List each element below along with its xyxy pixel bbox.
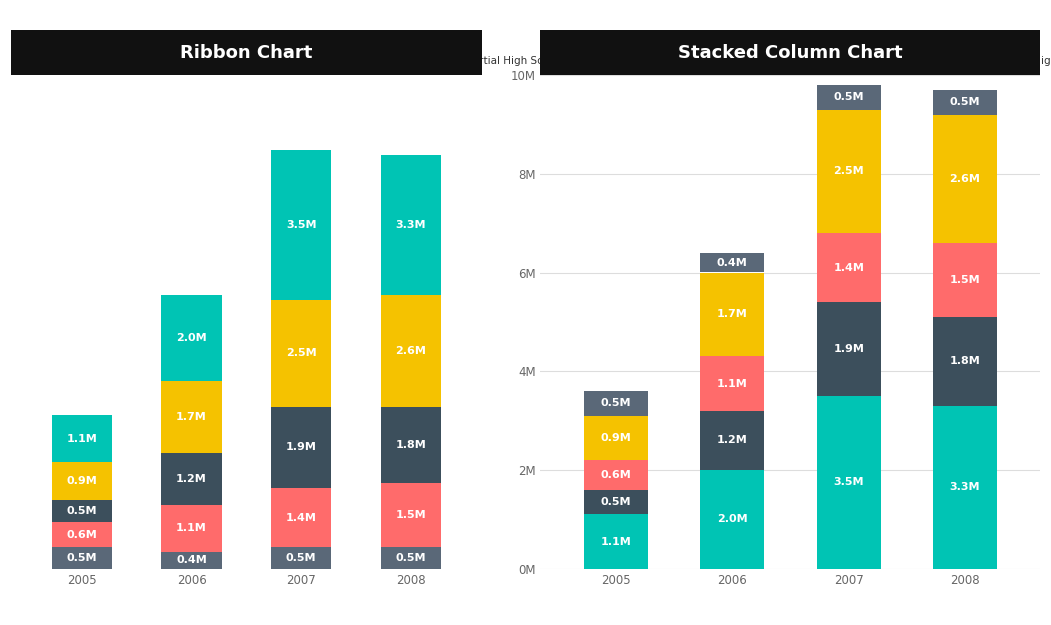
Text: 1.7M: 1.7M (177, 412, 207, 422)
Text: 3.3M: 3.3M (950, 482, 981, 492)
Bar (933, 114, 997, 243)
Text: Stacked Column Chart: Stacked Column Chart (678, 44, 903, 61)
Bar (162, 381, 222, 454)
Text: 0.6M: 0.6M (601, 470, 632, 480)
Bar (51, 462, 112, 501)
Text: 0.9M: 0.9M (66, 476, 97, 486)
Bar (51, 501, 112, 522)
Bar (162, 296, 222, 381)
Legend: EnglishEducation, Bachelors, Graduate Degree, High School, Partial College, Part: EnglishEducation, Bachelors, Graduate De… (11, 52, 570, 70)
Text: 0.5M: 0.5M (395, 553, 426, 563)
Text: 3.5M: 3.5M (286, 220, 316, 230)
Text: 2.0M: 2.0M (177, 333, 207, 343)
Bar (700, 272, 764, 356)
Text: 0.5M: 0.5M (286, 553, 316, 563)
Text: 1.5M: 1.5M (395, 511, 427, 521)
Text: 1.9M: 1.9M (286, 442, 316, 452)
Text: 1.1M: 1.1M (66, 434, 97, 444)
Text: 0.5M: 0.5M (601, 497, 632, 507)
Bar (584, 490, 648, 514)
Text: 2.5M: 2.5M (833, 166, 864, 176)
Bar (817, 233, 881, 302)
Bar (817, 302, 881, 396)
Bar (933, 90, 997, 114)
Text: 1.7M: 1.7M (717, 309, 747, 319)
Bar (380, 296, 441, 406)
Text: 1.9M: 1.9M (833, 344, 864, 354)
Text: 1.8M: 1.8M (949, 356, 981, 366)
Legend: EnglishEducation, Bachelors, Graduate Degree, High School, Partial College, Part: EnglishEducation, Bachelors, Graduate De… (540, 52, 1051, 70)
Bar (933, 406, 997, 569)
Text: 1.1M: 1.1M (601, 537, 632, 547)
Text: 2.5M: 2.5M (286, 348, 316, 358)
Text: 1.5M: 1.5M (950, 275, 981, 285)
Bar (162, 505, 222, 552)
Bar (933, 317, 997, 406)
Bar (162, 552, 222, 569)
Bar (817, 109, 881, 233)
Bar (271, 406, 331, 488)
Bar (817, 85, 881, 109)
Bar (380, 548, 441, 569)
Text: 0.9M: 0.9M (601, 433, 632, 443)
Text: 3.3M: 3.3M (395, 220, 426, 230)
Text: 3.5M: 3.5M (833, 478, 864, 488)
Bar (51, 548, 112, 569)
Bar (271, 488, 331, 548)
Bar (162, 454, 222, 505)
Text: 0.5M: 0.5M (601, 398, 632, 408)
Bar (584, 460, 648, 490)
Bar (51, 415, 112, 462)
Text: 0.6M: 0.6M (66, 529, 97, 539)
Text: 2.6M: 2.6M (949, 174, 981, 184)
Bar (700, 411, 764, 470)
Bar (271, 151, 331, 300)
Bar (933, 243, 997, 317)
Text: 0.4M: 0.4M (717, 258, 747, 268)
Bar (584, 391, 648, 416)
Bar (700, 253, 764, 272)
Text: 1.2M: 1.2M (177, 474, 207, 484)
Text: 0.5M: 0.5M (833, 92, 864, 103)
Bar (380, 406, 441, 483)
Bar (380, 483, 441, 548)
Text: 1.8M: 1.8M (395, 440, 427, 450)
Text: 1.1M: 1.1M (177, 523, 207, 533)
Text: 0.5M: 0.5M (950, 97, 981, 107)
Text: 0.5M: 0.5M (66, 553, 97, 563)
Bar (271, 300, 331, 406)
Bar (584, 514, 648, 569)
Text: 1.2M: 1.2M (717, 436, 747, 446)
Text: 1.4M: 1.4M (833, 262, 864, 272)
Bar (817, 396, 881, 569)
Bar (380, 154, 441, 296)
Text: 2.6M: 2.6M (395, 346, 427, 356)
Bar (700, 470, 764, 569)
Text: 1.4M: 1.4M (286, 512, 316, 522)
Text: Ribbon Chart: Ribbon Chart (180, 44, 312, 61)
Text: 0.4M: 0.4M (177, 555, 207, 565)
Bar (700, 356, 764, 411)
Bar (584, 416, 648, 460)
Text: 0.5M: 0.5M (66, 506, 97, 516)
Bar (51, 522, 112, 548)
Bar (271, 548, 331, 569)
Text: 1.1M: 1.1M (717, 379, 747, 389)
Text: 2.0M: 2.0M (717, 514, 747, 524)
